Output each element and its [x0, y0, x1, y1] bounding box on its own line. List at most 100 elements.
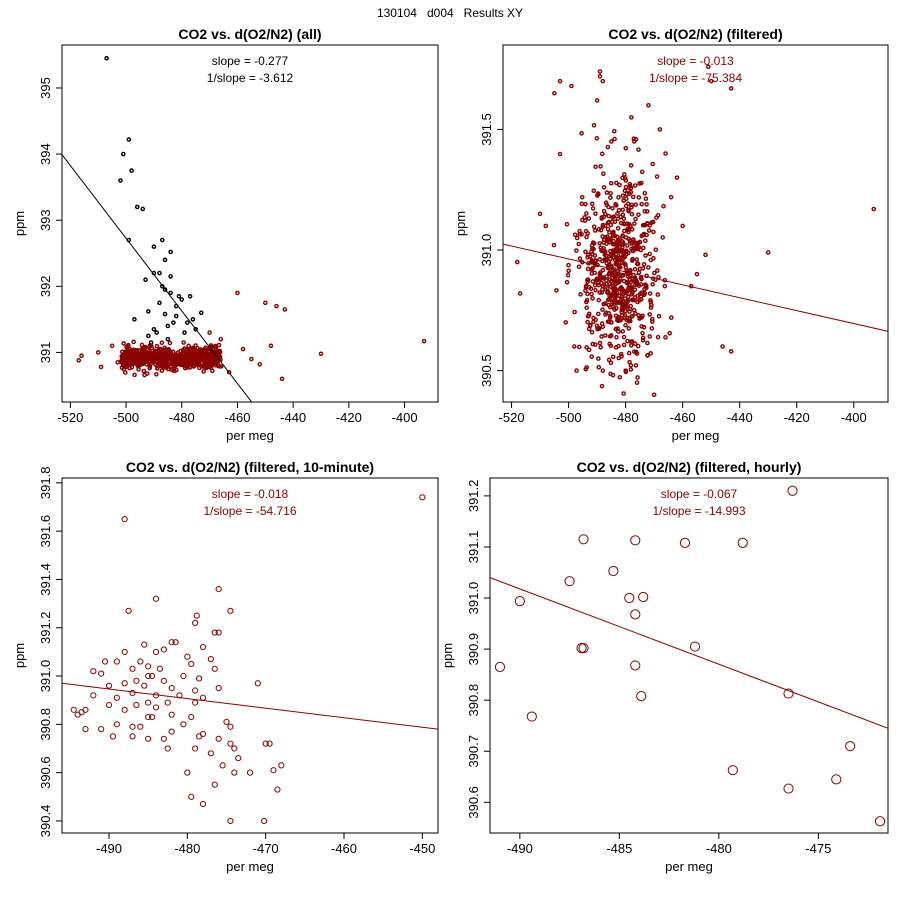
data-point [608, 190, 613, 196]
data-point [227, 723, 234, 730]
y-axis-label: ppm [440, 643, 455, 668]
data-point [184, 653, 191, 660]
data-point [109, 343, 115, 349]
y-tick-label: 391.2 [38, 611, 53, 644]
data-point [589, 291, 594, 297]
data-point [173, 313, 179, 319]
data-point [604, 190, 610, 195]
y-tick-label: 392 [38, 275, 53, 297]
data-point [598, 270, 603, 275]
panel-title: CO2 vs. d(O2/N2) (all) [178, 26, 321, 42]
data-point [629, 204, 634, 210]
data-point [614, 301, 619, 306]
data-point [213, 347, 219, 353]
data-point [557, 78, 563, 84]
data-point [235, 290, 240, 296]
data-point [627, 239, 633, 244]
data-point [162, 347, 167, 353]
panel-title: CO2 vs. d(O2/N2) (filtered) [608, 26, 782, 42]
data-point [645, 220, 650, 226]
data-point [599, 334, 604, 339]
data-point [160, 646, 167, 653]
data-point [630, 535, 641, 546]
data-point [589, 354, 595, 359]
data-point [655, 334, 661, 340]
data-point [627, 272, 633, 278]
panel-filtered-hourly: CO2 vs. d(O2/N2) (filtered, hourly) slope… [440, 459, 889, 874]
data-point [613, 306, 619, 311]
data-point [125, 344, 131, 350]
data-point [636, 195, 642, 200]
data-point [204, 348, 209, 354]
data-point [608, 371, 613, 377]
data-point [644, 418, 647, 421]
data-point [643, 253, 648, 258]
data-point [627, 181, 633, 187]
data-point [115, 360, 121, 365]
data-point [662, 283, 668, 289]
y-tick-label: 390.4 [38, 805, 53, 838]
data-point [625, 294, 631, 300]
data-point [613, 345, 619, 350]
data-point [121, 680, 128, 687]
data-point [592, 270, 597, 276]
x-tick-label: -440 [280, 410, 306, 425]
data-point [140, 346, 145, 352]
y-tick-label: 391.4 [38, 563, 53, 596]
data-point [104, 55, 109, 61]
data-point [602, 257, 607, 262]
data-point [637, 316, 642, 321]
data-point [125, 607, 132, 614]
data-point [614, 180, 619, 186]
data-point [627, 359, 632, 365]
data-point [591, 188, 597, 193]
x-tick-label: -400 [841, 410, 867, 425]
data-point [101, 658, 109, 665]
data-point [618, 351, 624, 357]
data-point [564, 576, 575, 587]
y-tick-label: 391.2 [466, 480, 481, 513]
data-point [105, 701, 113, 709]
data-point [121, 515, 128, 523]
data-point [601, 301, 607, 307]
x-axis-label: per meg [226, 859, 274, 874]
data-point [640, 337, 646, 343]
data-point [208, 351, 214, 357]
data-point [612, 301, 617, 307]
data-point [279, 376, 285, 382]
data-point [621, 216, 627, 221]
y-tick-label: 390.6 [38, 756, 53, 789]
x-tick-label: -460 [331, 841, 357, 856]
data-point [612, 257, 618, 263]
data-point [620, 234, 626, 239]
x-tick-label: -490 [96, 841, 122, 856]
data-point [626, 207, 631, 213]
data-point [576, 344, 582, 350]
y-tick-label: 391.0 [38, 660, 53, 693]
data-point [614, 246, 620, 252]
data-point [845, 741, 856, 752]
data-point [591, 319, 596, 325]
data-point [636, 270, 642, 275]
data-point [599, 216, 605, 221]
data-point [633, 202, 639, 207]
data-point [605, 144, 611, 150]
data-point [651, 229, 656, 235]
x-tick-label: -475 [805, 841, 831, 856]
data-point [615, 280, 621, 285]
data-point [654, 215, 659, 220]
data-point [607, 315, 613, 321]
x-tick-label: -470 [253, 841, 279, 856]
data-point [615, 326, 620, 331]
data-point [140, 350, 146, 355]
data-point [164, 699, 171, 706]
data-point [706, 64, 711, 70]
x-tick-label: -460 [224, 410, 250, 425]
data-point [215, 685, 222, 692]
data-point [619, 294, 624, 300]
data-point [617, 182, 622, 188]
data-point [195, 733, 203, 740]
data-point [663, 335, 668, 340]
data-point [617, 374, 623, 380]
x-tick-label: -480 [174, 841, 200, 856]
